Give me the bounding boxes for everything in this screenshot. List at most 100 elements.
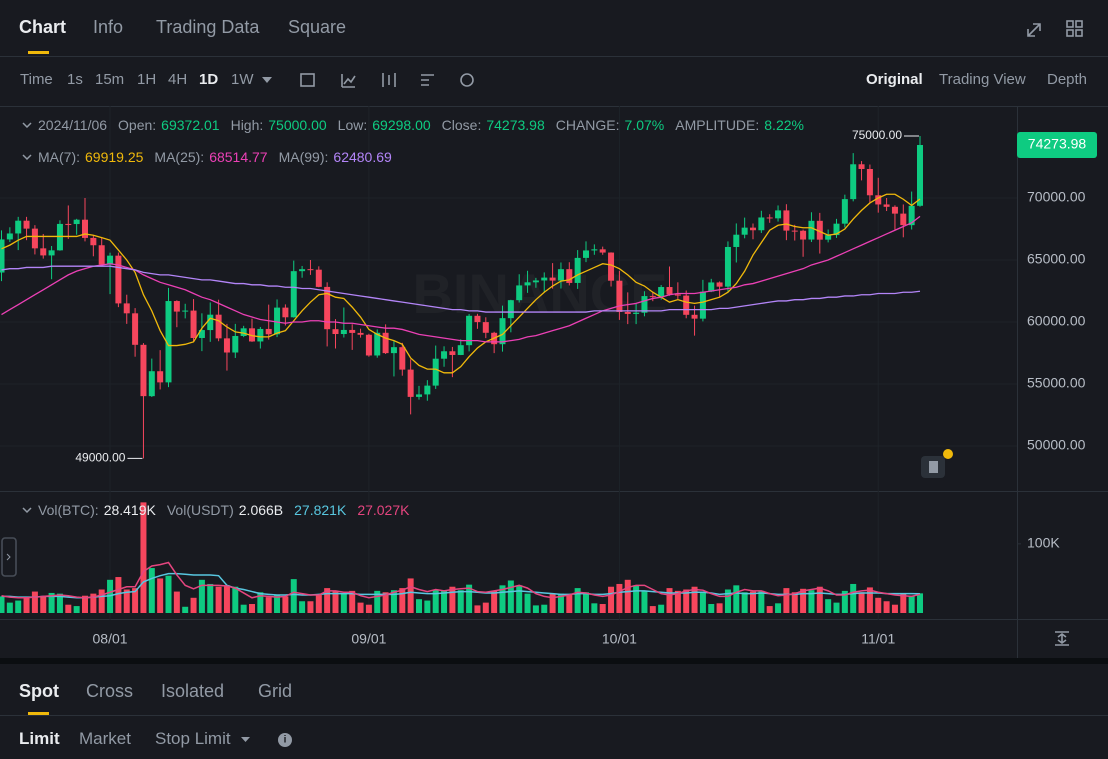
layout-icon[interactable]	[1066, 20, 1074, 28]
axis-icon[interactable]	[1055, 631, 1069, 646]
tab[interactable]: Chart	[19, 17, 67, 37]
candle-body	[290, 271, 297, 318]
candle-body	[883, 204, 890, 207]
tab[interactable]: Trading Data	[156, 17, 260, 37]
volume-bar	[875, 597, 882, 613]
order-tab[interactable]: Spot	[19, 681, 59, 701]
candle-body	[6, 233, 13, 240]
view-option[interactable]: Original	[866, 71, 923, 88]
volume-bar	[758, 590, 765, 613]
volume-bar	[416, 599, 422, 613]
volume-bar	[190, 597, 197, 613]
volume-bar	[340, 593, 347, 613]
order-tab[interactable]: Isolated	[161, 681, 225, 701]
candle-body	[549, 277, 556, 281]
annotation-label: 75000.00	[852, 128, 902, 142]
order-tab[interactable]: Grid	[258, 681, 293, 701]
collapse-icon[interactable]	[20, 505, 34, 515]
collapse-icon[interactable]	[20, 152, 34, 162]
candle-body	[382, 332, 389, 354]
candle-body	[466, 315, 473, 346]
candle-body	[708, 282, 715, 292]
candle-body	[390, 347, 397, 354]
volume-bar	[633, 585, 640, 613]
side-handle[interactable]	[1, 537, 17, 577]
legend-value: 74273.98	[486, 117, 545, 133]
interval[interactable]: 15m	[95, 71, 125, 88]
volume-bar	[90, 593, 97, 613]
candle-body	[800, 230, 807, 240]
candle-body	[499, 318, 506, 345]
order-type[interactable]: Market	[79, 729, 131, 748]
legend-value: 8.22%	[764, 117, 804, 133]
interval[interactable]: 1D	[199, 71, 219, 88]
tab[interactable]: Info	[93, 17, 124, 37]
order-type[interactable]: Limit	[19, 729, 60, 748]
volume-bar	[800, 588, 807, 613]
order-type[interactable]: Stop Limit	[155, 729, 231, 748]
template-icon[interactable]	[421, 74, 434, 86]
candle-body	[299, 269, 306, 272]
candle-body	[307, 269, 314, 271]
plot-area: BINANCE	[0, 106, 1017, 620]
calendar-icon[interactable]	[300, 73, 315, 87]
volume-bar	[674, 590, 681, 613]
candle-body	[541, 277, 548, 281]
candle-body	[750, 227, 756, 231]
candle-body	[107, 255, 114, 265]
candle-body	[674, 294, 681, 296]
ma-name: MA(7):	[38, 149, 80, 165]
volume-bar	[390, 590, 397, 613]
candle-body	[758, 217, 765, 231]
volume-bar	[708, 604, 715, 613]
order-tab[interactable]: Cross	[86, 681, 134, 701]
volume-bar	[691, 586, 698, 613]
volume-ma-value: 27.821K	[294, 502, 347, 518]
candle-body	[223, 338, 230, 353]
last-price-tag	[1017, 132, 1097, 159]
time-label: Time	[20, 71, 53, 88]
interval[interactable]: 4H	[168, 71, 188, 88]
view-option[interactable]: Depth	[1047, 71, 1088, 88]
interval[interactable]: 1s	[67, 71, 83, 88]
volume-bar	[499, 585, 506, 613]
candle-body	[407, 369, 414, 397]
view-option[interactable]: Trading View	[939, 71, 1026, 88]
interval[interactable]: 1W	[231, 71, 254, 88]
candle-body	[73, 219, 80, 225]
volume-bar	[507, 580, 514, 613]
fullscreen-icon[interactable]	[1027, 23, 1041, 37]
volume-bar	[140, 502, 147, 613]
volume-bar	[249, 604, 255, 613]
volume-bar	[115, 577, 122, 613]
volume-bar	[374, 590, 381, 613]
settings-icon[interactable]	[460, 73, 474, 87]
volume-bar	[541, 604, 548, 613]
candle-body	[850, 164, 857, 200]
volume-bar	[265, 597, 272, 613]
legend-value: 7.07%	[624, 117, 665, 133]
volume-bar	[399, 588, 406, 613]
volume-bar	[123, 589, 130, 613]
volume-usdt-value: 2.066B	[238, 502, 284, 518]
indicator-icon[interactable]	[341, 74, 356, 88]
candle-body	[808, 220, 815, 240]
tab[interactable]: Square	[288, 17, 347, 37]
candle-body	[900, 213, 907, 226]
volume-bar	[15, 600, 22, 613]
volume-bar	[82, 595, 88, 613]
candle-icon[interactable]	[382, 73, 396, 87]
volume-bar	[791, 592, 798, 613]
candle-body	[716, 282, 723, 287]
candle-body	[274, 307, 281, 335]
collapse-icon[interactable]	[20, 120, 34, 130]
ma-name: MA(99):	[278, 149, 329, 165]
interval[interactable]: 1H	[137, 71, 157, 88]
volume-bar	[716, 603, 723, 613]
candle-body	[357, 332, 364, 335]
volume-bar	[917, 593, 923, 613]
info-icon[interactable]	[278, 733, 292, 747]
y-tick-label: 65000.00	[1027, 251, 1086, 267]
candle-body	[616, 280, 623, 312]
